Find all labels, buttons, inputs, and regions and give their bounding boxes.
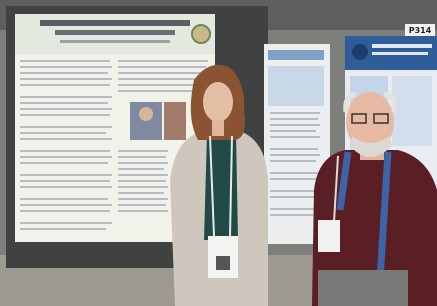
badge — [318, 220, 340, 252]
sign-label: P314 — [409, 26, 432, 35]
photo-scene: P314 — [0, 0, 437, 306]
poster-box — [392, 76, 432, 146]
poster-title-line — [372, 44, 432, 48]
poster-authors — [60, 40, 170, 43]
poster-title-line — [372, 52, 428, 55]
poster-photo — [164, 102, 186, 140]
top — [204, 134, 238, 240]
poster-photo-face — [139, 107, 153, 121]
badge-qr — [216, 256, 230, 270]
poster-header — [268, 50, 324, 60]
face — [203, 82, 233, 122]
neck — [212, 120, 224, 136]
trousers — [318, 270, 408, 306]
poster-title-line — [40, 20, 190, 26]
poster-logo — [352, 44, 368, 60]
poster-logo — [192, 25, 210, 43]
poster-box — [268, 66, 324, 106]
poster-title-line — [55, 30, 175, 35]
